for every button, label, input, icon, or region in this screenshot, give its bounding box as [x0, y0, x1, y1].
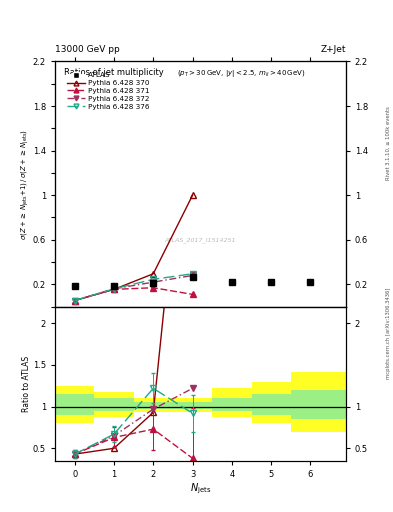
Bar	[94, 392, 134, 417]
X-axis label: $N_\mathrm{jets}$: $N_\mathrm{jets}$	[190, 482, 211, 496]
Text: Rivet 3.1.10, ≥ 100k events: Rivet 3.1.10, ≥ 100k events	[386, 106, 391, 180]
Text: ATLAS_2017_I1514251: ATLAS_2017_I1514251	[165, 238, 236, 243]
Bar	[291, 372, 350, 432]
Text: mcplots.cern.ch [arXiv:1306.3436]: mcplots.cern.ch [arXiv:1306.3436]	[386, 287, 391, 378]
Bar	[134, 398, 173, 413]
Y-axis label: Ratio to ATLAS: Ratio to ATLAS	[22, 356, 31, 412]
Text: 13000 GeV pp: 13000 GeV pp	[55, 45, 120, 54]
Bar	[212, 398, 252, 411]
Text: Z+Jet: Z+Jet	[320, 45, 346, 54]
Bar	[291, 390, 350, 419]
Bar	[94, 398, 134, 411]
Bar	[134, 402, 173, 409]
Text: Ratios of jet multiplicity: Ratios of jet multiplicity	[64, 68, 163, 77]
Text: $(p_\mathrm{T}{>}30\,\mathrm{GeV},\,|y|{<}2.5,\,m_{ll}{>}40\,\mathrm{GeV})$: $(p_\mathrm{T}{>}30\,\mathrm{GeV},\,|y|{…	[177, 68, 306, 78]
Bar	[173, 398, 212, 413]
Bar	[55, 386, 94, 423]
Bar	[252, 381, 291, 423]
Y-axis label: $\sigma(Z + {\geq}\,N_\mathrm{jets}{+}1)\,/\,\sigma(Z + {\geq}\,N_\mathrm{jets}): $\sigma(Z + {\geq}\,N_\mathrm{jets}{+}1)…	[20, 129, 31, 240]
Bar	[55, 394, 94, 415]
Bar	[173, 402, 212, 409]
Bar	[252, 394, 291, 415]
Bar	[212, 388, 252, 417]
Legend: ATLAS, Pythia 6.428 370, Pythia 6.428 371, Pythia 6.428 372, Pythia 6.428 376: ATLAS, Pythia 6.428 370, Pythia 6.428 37…	[64, 70, 152, 112]
